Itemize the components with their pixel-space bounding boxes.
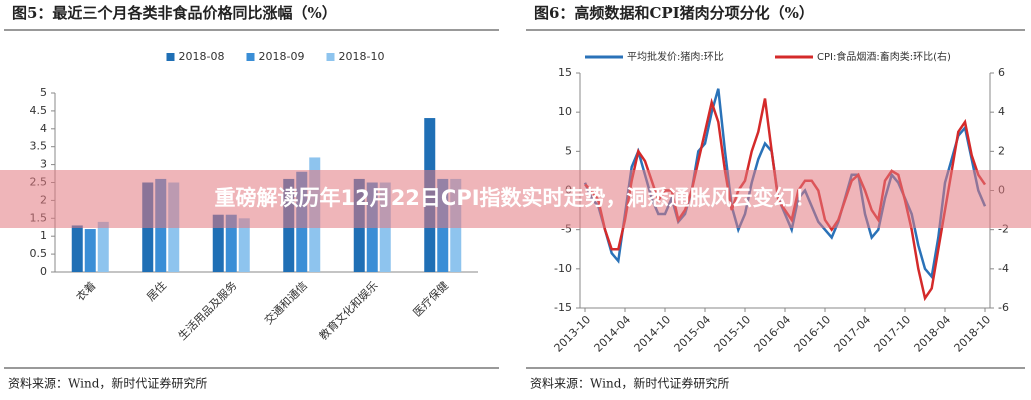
y-tick-label: -15: [554, 301, 572, 314]
chart-title: 图6：高频数据和CPI猪肉分项分化（%）: [534, 4, 814, 22]
legend-label: 2018-09: [259, 50, 305, 63]
x-tick-label: 2015-10: [712, 313, 754, 355]
x-tick-label: 教育文化和娱乐: [316, 278, 380, 342]
y2-tick-label: -2: [998, 223, 1009, 236]
y2-tick-label: 2: [998, 144, 1005, 157]
y-tick-label: 4.5: [30, 104, 48, 117]
x-tick-label: 2013-10: [552, 313, 594, 355]
y-tick-label: -10: [554, 262, 572, 275]
y2-tick-label: 4: [998, 105, 1005, 118]
bar: [97, 221, 109, 272]
bar: [225, 214, 237, 272]
y2-tick-label: -6: [998, 301, 1009, 314]
x-tick-label: 2015-04: [672, 313, 714, 355]
y-tick-label: -5: [561, 223, 572, 236]
y-tick-label: 10: [558, 105, 572, 118]
x-tick-label: 2014-04: [592, 313, 634, 355]
legend-swatch: [166, 53, 175, 61]
source: 资料来源：Wind，新时代证券研究所: [530, 376, 729, 391]
x-tick-label: 生活用品及服务: [175, 278, 239, 342]
y-tick-label: 5: [565, 144, 572, 157]
x-tick-label: 2018-10: [952, 313, 994, 355]
banner-text: 重磅解读历年12月22日CPI指数实时走势，洞悉通胀风云变幻！: [214, 186, 815, 210]
y-tick-label: 1: [40, 229, 47, 242]
x-tick-label: 医疗保健: [410, 278, 451, 319]
y-tick-label: 3.5: [30, 140, 48, 153]
bar: [212, 214, 224, 272]
x-tick-label: 2014-10: [632, 313, 674, 355]
legend-label: CPI:食品烟酒:畜肉类:环比(右): [817, 50, 951, 63]
x-tick-label: 居住: [144, 278, 169, 303]
y-tick-label: 0.5: [30, 247, 48, 260]
x-tick-label: 2016-04: [752, 313, 794, 355]
banner: [0, 170, 1031, 228]
legend-label: 2018-10: [339, 50, 385, 63]
legend-label: 2018-08: [179, 50, 225, 63]
y-tick-label: 0: [40, 265, 47, 278]
y2-tick-label: 6: [998, 66, 1005, 79]
x-tick-label: 交通和通信: [261, 278, 310, 327]
legend-swatch: [326, 53, 335, 61]
x-tick-label: 2016-10: [792, 313, 834, 355]
x-tick-label: 衣着: [73, 278, 98, 303]
legend-label: 平均批发价:猪肉:环比: [627, 50, 724, 63]
y2-tick-label: -4: [998, 262, 1009, 275]
legend-swatch: [246, 53, 255, 61]
y-tick-label: 15: [558, 66, 572, 79]
bar: [84, 229, 96, 272]
y-tick-label: 4: [40, 122, 47, 135]
bar: [238, 218, 250, 272]
bar: [71, 225, 83, 272]
x-tick-label: 2017-10: [872, 313, 914, 355]
x-tick-label: 2018-04: [912, 313, 954, 355]
y-tick-label: 3: [40, 158, 47, 171]
source: 资料来源：Wind，新时代证券研究所: [8, 376, 207, 391]
chart-title: 图5：最近三个月各类非食品价格同比涨幅（%）: [12, 4, 337, 22]
y-tick-label: 5: [40, 86, 47, 99]
x-tick-label: 2017-04: [832, 313, 874, 355]
